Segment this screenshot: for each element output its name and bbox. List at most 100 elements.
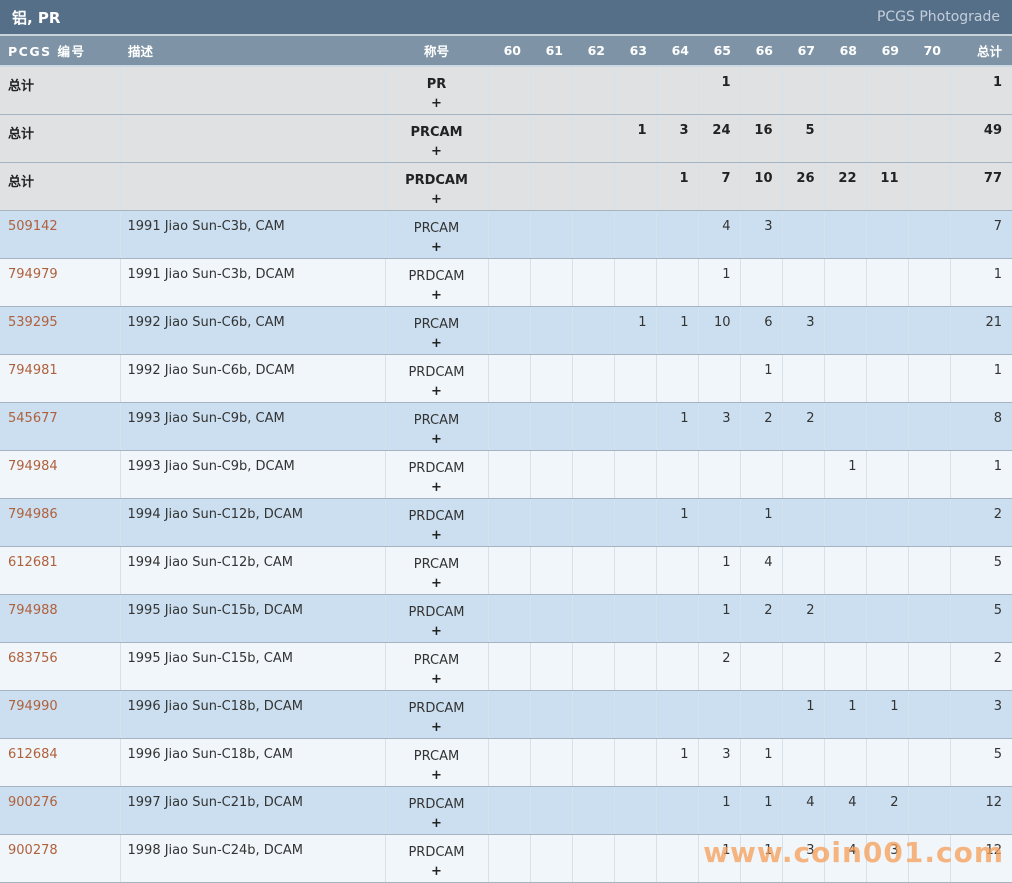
designation-cell: PRDCAM +	[385, 354, 489, 403]
designation-plus: +	[431, 768, 442, 783]
description-cell: 1991 Jiao Sun-C3b, CAM	[120, 210, 386, 259]
pcgs-number-link[interactable]: 900278	[8, 843, 58, 858]
pcgs-number-cell: 794986	[0, 498, 121, 547]
grade-cell-65: 4	[698, 210, 741, 259]
grade-cell-68	[824, 642, 867, 691]
grade-cell-69: 1	[866, 690, 909, 739]
table-row: 612681 1994 Jiao Sun-C12b, CAM PRCAM +1 4 5	[0, 546, 1012, 595]
grade-cell-68: 1	[824, 450, 867, 499]
grade-cell-67: 1	[782, 690, 825, 739]
grade-cell-70	[908, 546, 951, 595]
grade-cell-67	[782, 498, 825, 547]
pcgs-number-cell: 总计	[0, 66, 121, 115]
grade-cell-68	[824, 258, 867, 307]
grade-cell-70	[908, 642, 951, 691]
pcgs-number-cell: 612681	[0, 546, 121, 595]
designation-cell: PRDCAM +	[385, 690, 489, 739]
row-total-cell: 5	[950, 738, 1012, 787]
row-total-cell: 21	[950, 306, 1012, 355]
grade-cell-60	[488, 546, 531, 595]
grade-cell-68	[824, 306, 867, 355]
grade-cell-70	[908, 834, 951, 883]
column-header-description: 描述	[120, 36, 385, 67]
designation-cell: PRDCAM +	[385, 594, 489, 643]
total-row: 总计 PR +1 1	[0, 66, 1012, 115]
grade-cell-69: 3	[866, 834, 909, 883]
grade-cell-61	[530, 498, 573, 547]
grade-cell-65	[698, 354, 741, 403]
designation-cell: PRCAM +	[385, 114, 489, 163]
pcgs-number-link[interactable]: 794986	[8, 507, 58, 522]
grade-cell-60	[488, 786, 531, 835]
grade-cell-62	[572, 738, 615, 787]
grade-cell-69	[866, 210, 909, 259]
pcgs-number-link[interactable]: 509142	[8, 219, 58, 234]
grade-cell-60	[488, 306, 531, 355]
grade-cell-67	[782, 354, 825, 403]
designation-cell: PRDCAM +	[385, 450, 489, 499]
table-row: 683756 1995 Jiao Sun-C15b, CAM PRCAM +2 2	[0, 642, 1012, 691]
pcgs-number-cell: 612684	[0, 738, 121, 787]
designation-name: PRCAM	[413, 221, 460, 236]
column-header-grade-70: 70	[908, 36, 950, 67]
grade-cell-62	[572, 66, 615, 115]
grade-cell-61	[530, 402, 573, 451]
column-header-grade-69: 69	[866, 36, 908, 67]
grade-cell-69	[866, 354, 909, 403]
grade-cell-62	[572, 162, 615, 211]
pcgs-number-link[interactable]: 683756	[8, 651, 58, 666]
grade-cell-65: 10	[698, 306, 741, 355]
grade-cell-68: 22	[824, 162, 867, 211]
designation-plus: +	[431, 624, 442, 639]
pcgs-number-link[interactable]: 794984	[8, 459, 58, 474]
grade-cell-63	[614, 66, 657, 115]
table-row: 794979 1991 Jiao Sun-C3b, DCAM PRDCAM +1 1	[0, 258, 1012, 307]
pcgs-number-link[interactable]: 794979	[8, 267, 58, 282]
grade-cell-60	[488, 210, 531, 259]
grade-cell-61	[530, 690, 573, 739]
grade-cell-64: 1	[656, 498, 699, 547]
grade-cell-70	[908, 690, 951, 739]
grade-cell-62	[572, 546, 615, 595]
table-row: 545677 1993 Jiao Sun-C9b, CAM PRCAM +1 3 2 2 8	[0, 402, 1012, 451]
grade-cell-63	[614, 402, 657, 451]
pcgs-number-link[interactable]: 900276	[8, 795, 58, 810]
designation-cell: PRCAM +	[385, 210, 489, 259]
grade-cell-68	[824, 66, 867, 115]
pcgs-number-cell: 900276	[0, 786, 121, 835]
designation-cell: PRCAM +	[385, 546, 489, 595]
row-total-cell: 7	[950, 210, 1012, 259]
grade-cell-64	[656, 450, 699, 499]
column-header-designation: 称号	[385, 36, 488, 67]
grade-cell-63: 1	[614, 306, 657, 355]
grade-cell-70	[908, 402, 951, 451]
column-header-grade-62: 62	[572, 36, 614, 67]
grade-cell-64: 1	[656, 738, 699, 787]
grade-cell-61	[530, 546, 573, 595]
pcgs-number-link[interactable]: 612684	[8, 747, 58, 762]
designation-cell: PRCAM +	[385, 642, 489, 691]
pcgs-number-link[interactable]: 794988	[8, 603, 58, 618]
grade-cell-60	[488, 114, 531, 163]
pcgs-number-link[interactable]: 794990	[8, 699, 58, 714]
pcgs-number-cell: 900278	[0, 834, 121, 883]
pcgs-number-link[interactable]: 545677	[8, 411, 58, 426]
grade-cell-66: 4	[740, 546, 783, 595]
grade-cell-69	[866, 594, 909, 643]
pcgs-number-link[interactable]: 612681	[8, 555, 58, 570]
table-row: 900278 1998 Jiao Sun-C24b, DCAM PRDCAM +1 1 3…	[0, 834, 1012, 883]
pcgs-number-link[interactable]: 794981	[8, 363, 58, 378]
grade-cell-62	[572, 834, 615, 883]
grade-cell-66	[740, 66, 783, 115]
grade-cell-60	[488, 834, 531, 883]
grade-cell-69	[866, 498, 909, 547]
pcgs-number-link[interactable]: 539295	[8, 315, 58, 330]
grade-cell-60	[488, 594, 531, 643]
grade-cell-70	[908, 498, 951, 547]
row-total-cell: 2	[950, 498, 1012, 547]
row-total-cell: 1	[950, 66, 1012, 115]
grade-cell-64	[656, 642, 699, 691]
grade-cell-69	[866, 546, 909, 595]
page-title: 铝, PR	[12, 8, 61, 27]
grade-cell-66: 2	[740, 402, 783, 451]
